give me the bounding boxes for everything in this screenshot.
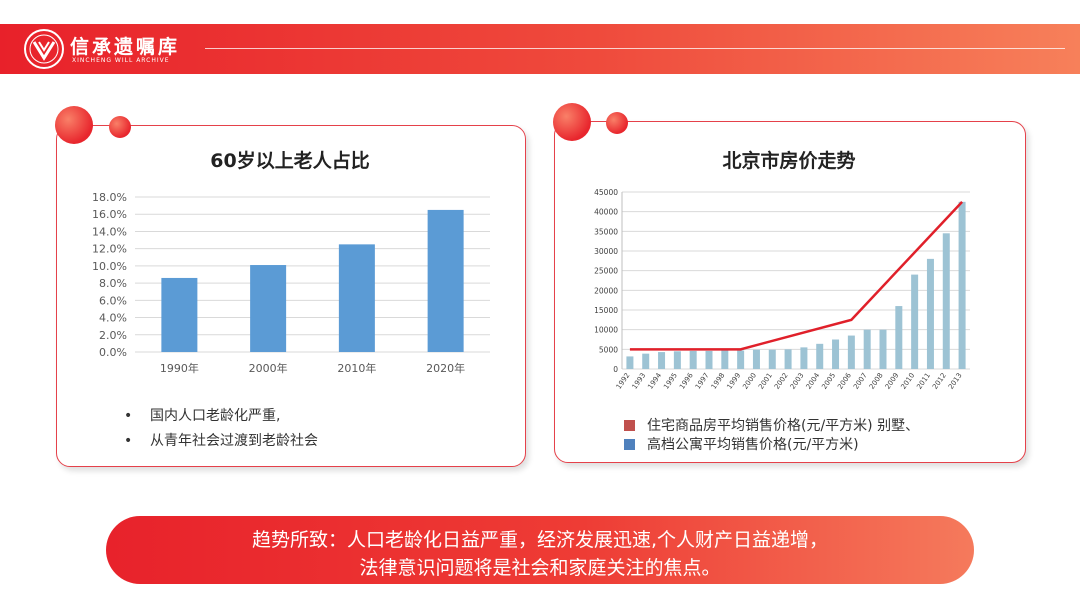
bar [816, 343, 824, 369]
bar [658, 352, 666, 369]
y-tick-label: 12.0% [92, 243, 127, 256]
bar [427, 209, 464, 352]
elderly-ratio-chart: 0.0% 2.0% 4.0% 6.0% 8.0% 10.0% 12.0% 14.0% 16.0%… [92, 191, 490, 375]
bar [338, 244, 375, 352]
decor-dot-large [553, 103, 591, 141]
bar [926, 258, 934, 369]
x-tick-label: 1993 [631, 372, 648, 391]
x-tick-label: 1990年 [160, 361, 199, 375]
bar [784, 349, 792, 369]
bar [768, 349, 776, 369]
x-tick-label: 2000年 [249, 361, 288, 375]
y-tick-label: 35000 [594, 227, 618, 236]
y-tick-label: 2.0% [99, 329, 127, 342]
bar [673, 351, 681, 369]
bar [863, 329, 871, 369]
decor-dot-small [606, 112, 628, 134]
bar [642, 353, 650, 369]
x-tick-label: 2004 [805, 371, 822, 391]
x-tick-label: 2012 [931, 372, 948, 391]
bar [161, 277, 198, 352]
bar [721, 350, 729, 369]
bar [879, 329, 887, 369]
y-tick-label: 16.0% [92, 208, 127, 221]
conclusion-line-2: 法律意识问题将是社会和家庭关注的焦点。 [359, 557, 721, 579]
bar [832, 339, 840, 369]
bar [705, 350, 713, 369]
bar [942, 233, 950, 369]
x-tick-label: 2005 [820, 372, 837, 391]
brand-subtitle: XINCHENG WILL ARCHIVE [72, 57, 170, 64]
x-tick-label: 2007 [852, 372, 869, 391]
y-tick-label: 6.0% [99, 294, 127, 307]
y-tick-label: 4.0% [99, 312, 127, 325]
conclusion-line-1: 趋势所致：人口老龄化日益严重，经济发展迅速,个人财产日益递增， [251, 529, 829, 551]
series-line [629, 200, 964, 351]
bar [895, 306, 903, 369]
conclusion-banner: 趋势所致：人口老龄化日益严重，经济发展迅速,个人财产日益递增， 法律意识问题将是… [106, 516, 974, 584]
x-tick-label: 2008 [868, 372, 885, 391]
y-tick-label: 25000 [594, 267, 618, 276]
bar [958, 201, 966, 369]
x-tick-label: 1996 [678, 371, 695, 391]
y-tick-label: 30000 [594, 247, 618, 256]
y-tick-label: 14.0% [92, 225, 127, 238]
y-tick-label: 10.0% [92, 260, 127, 273]
x-tick-label: 1992 [615, 372, 632, 391]
x-tick-label: 2009 [884, 372, 901, 391]
brand-name: 信承遗嘱库 [70, 36, 181, 58]
y-tick-label: 10000 [594, 326, 618, 335]
bar [626, 356, 634, 369]
y-tick-label: 15000 [594, 306, 618, 315]
bar [737, 350, 745, 369]
x-tick-label: 2006 [836, 371, 853, 391]
x-tick-label: 2002 [773, 372, 790, 391]
x-tick-label: 2011 [915, 372, 932, 391]
bar [800, 347, 808, 369]
elderly-ratio-title: 60岁以上老人占比 [210, 150, 370, 172]
bar [689, 350, 697, 369]
y-tick-label: 8.0% [99, 277, 127, 290]
x-tick-label: 1995 [662, 372, 679, 391]
y-tick-label: 0 [613, 365, 618, 374]
decor-dot-small [109, 116, 131, 138]
beijing-price-title: 北京市房价走势 [722, 150, 856, 172]
bullet-item: • 国内人口老龄化严重, [124, 408, 281, 424]
bar [250, 265, 287, 352]
y-tick-label: 20000 [594, 286, 618, 295]
x-tick-label: 1998 [710, 372, 727, 391]
x-tick-label: 2003 [789, 372, 806, 391]
x-tick-label: 1997 [694, 372, 711, 391]
x-tick-label: 2010 [899, 372, 916, 391]
y-tick-label: 5000 [599, 345, 618, 354]
decor-dot-large [55, 106, 93, 144]
x-tick-label: 2000 [741, 372, 758, 391]
bullet-item: • 从青年社会过渡到老龄社会 [124, 433, 318, 449]
x-tick-label: 2013 [947, 372, 964, 391]
bar [752, 349, 760, 369]
x-tick-label: 2010年 [337, 361, 376, 375]
legend-swatch-red [624, 420, 635, 431]
x-tick-label: 2020年 [426, 361, 465, 375]
y-tick-label: 0.0% [99, 346, 127, 359]
x-tick-label: 1999 [725, 372, 742, 391]
beijing-price-chart: 0 5000 10000 15000 20000 25000 30000 35000 40000… [594, 188, 970, 391]
x-tick-label: 1994 [646, 371, 663, 391]
y-tick-label: 18.0% [92, 191, 127, 204]
x-tick-label: 2001 [757, 372, 774, 391]
bar [847, 335, 855, 369]
header-bar: 信承遗嘱库 XINCHENG WILL ARCHIVE [0, 24, 1080, 74]
legend-swatch-blue [624, 439, 635, 450]
y-tick-label: 40000 [594, 208, 618, 217]
bar [911, 274, 919, 369]
brand-logo-icon [24, 29, 64, 69]
header-divider [205, 48, 1065, 49]
legend-item-bar: 高档公寓平均销售价格(元/平方米) [624, 434, 859, 454]
y-tick-label: 45000 [594, 188, 618, 197]
legend-item-line: 住宅商品房平均销售价格(元/平方米) 别墅、 [624, 415, 919, 435]
